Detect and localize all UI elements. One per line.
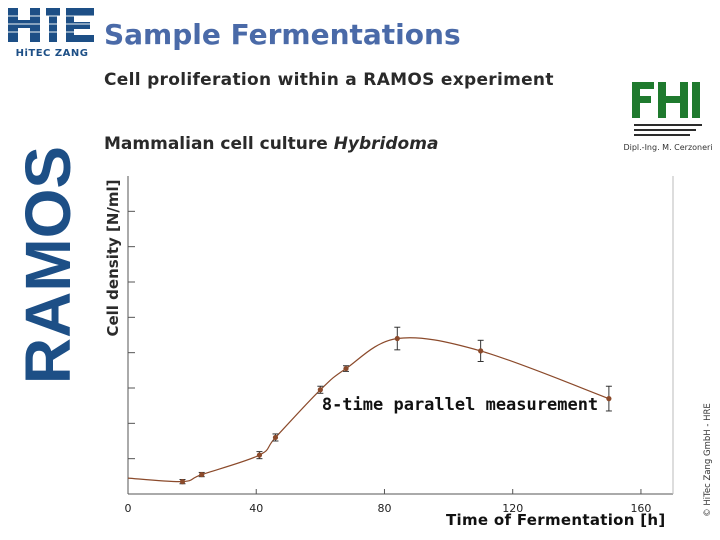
data-point bbox=[317, 387, 323, 393]
data-point bbox=[199, 471, 205, 478]
x-ticks: 0 40 80 120 160 bbox=[125, 489, 651, 515]
x-tick-label: 160 bbox=[630, 502, 651, 515]
company-caption: HiTEC ZANG bbox=[15, 48, 89, 59]
page-title: Sample Fermentations bbox=[104, 18, 461, 51]
data-points bbox=[179, 335, 612, 485]
chart-annotation: 8-time parallel measurement bbox=[321, 395, 599, 415]
x-tick-label: 120 bbox=[502, 502, 523, 515]
y-ticks bbox=[128, 210, 135, 460]
plot-area bbox=[128, 176, 673, 502]
copyright-text: © HiTec Zang GmbH - HRE bbox=[703, 403, 713, 517]
data-point bbox=[478, 348, 484, 354]
x-tick-label: 0 bbox=[125, 502, 132, 515]
data-point bbox=[606, 396, 612, 402]
x-tick-label: 40 bbox=[249, 502, 263, 515]
data-point bbox=[394, 335, 400, 342]
ramos-logo: RAMOS bbox=[18, 146, 78, 384]
data-point bbox=[256, 452, 263, 458]
fh-caption: Dipl.-Ing. M. Cerzoneri bbox=[623, 143, 713, 152]
culture-prefix: Mammalian cell culture bbox=[104, 134, 334, 154]
ramos-logo-text: RAMOS bbox=[18, 146, 78, 384]
fermentation-chart: 0 40 80 120 160 bbox=[125, 176, 674, 515]
data-point bbox=[343, 365, 349, 372]
series-line bbox=[127, 337, 610, 483]
x-axis-label: Time of Fermentation [h] bbox=[446, 511, 666, 529]
data-point bbox=[179, 479, 186, 485]
culture-label: Mammalian cell culture Hybridoma bbox=[104, 134, 438, 154]
culture-name: Hybridoma bbox=[333, 134, 439, 154]
fh-aachen-logo bbox=[632, 82, 702, 136]
hitec-zang-logo bbox=[4, 8, 98, 42]
page-subtitle: Cell proliferation within a RAMOS experi… bbox=[104, 70, 554, 90]
data-point bbox=[272, 434, 279, 441]
x-tick-label: 80 bbox=[377, 502, 391, 515]
